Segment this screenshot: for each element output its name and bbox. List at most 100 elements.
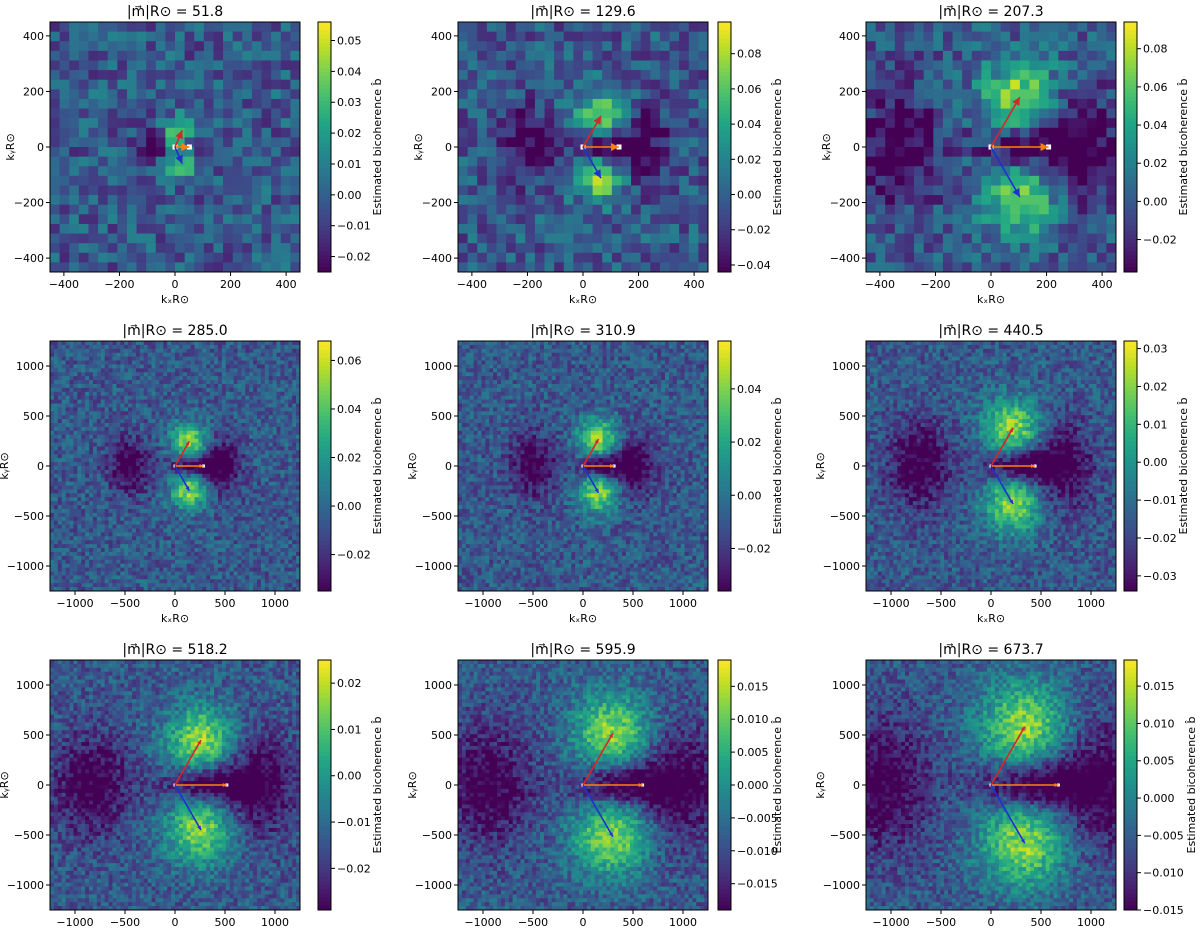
vector-m-orange	[175, 143, 190, 151]
colorbar-tick-label: 0.00	[1143, 195, 1168, 208]
colorbar-tick-label: −0.01	[1143, 494, 1177, 507]
x-tick-label: 0	[988, 597, 995, 610]
vector-k1-red	[582, 438, 600, 467]
y-axis-label: kᵧR⊙	[406, 452, 419, 479]
colorbar-label: Estimated bicoherence b̂	[371, 398, 384, 535]
x-tick-label: −1000	[872, 597, 909, 610]
y-axis-label: kᵧR⊙	[814, 771, 827, 798]
x-tick-label: −400	[49, 278, 79, 291]
colorbar-tick-label: −0.015	[1143, 904, 1184, 917]
colorbar-tick-label: 0.08	[737, 48, 762, 61]
colorbar-tick-label: 0.08	[1143, 43, 1168, 56]
colorbar-tick-label: −0.02	[337, 251, 371, 264]
panel-title: |m⃗|R⊙ = 673.7	[938, 642, 1043, 658]
x-tick-label: 0	[580, 916, 587, 929]
y-tick-label: −1000	[823, 879, 860, 892]
x-tick-label: −400	[865, 278, 895, 291]
colorbar-tick-label: 0.00	[1143, 456, 1168, 469]
heatmap	[458, 341, 709, 592]
vector-k1-red	[174, 739, 202, 786]
panel-title: |m⃗|R⊙ = 518.2	[122, 642, 227, 658]
y-axis-label: kᵧR⊙	[0, 771, 11, 798]
vector-k1-red	[174, 440, 190, 467]
x-tick-label: 500	[1031, 916, 1052, 929]
heatmap	[50, 22, 301, 273]
x-tick-label: 400	[276, 278, 297, 291]
y-tick-label: 1000	[832, 679, 860, 692]
colorbar-tick-label: 0.015	[1143, 680, 1175, 693]
colorbar-tick-label: 0.04	[337, 403, 362, 416]
colorbar-tick-label: 0.06	[1143, 81, 1168, 94]
y-tick-label: 0	[853, 460, 860, 473]
colorbar-tick-label: 0.04	[337, 65, 362, 78]
y-axis-label: kᵧR⊙	[0, 452, 11, 479]
colorbar-tick-label: 0.04	[737, 383, 762, 396]
y-tick-label: 400	[431, 30, 452, 43]
vector-k2-blue	[174, 784, 202, 831]
x-tick-label: −500	[518, 597, 548, 610]
colorbar-tick-label: 0.01	[337, 723, 362, 736]
x-axis-label: kₓR⊙	[977, 293, 1005, 306]
panel-title: |m⃗|R⊙ = 595.9	[530, 642, 635, 658]
colorbar-tick-label: 0.005	[737, 746, 769, 759]
x-tick-label: −500	[518, 916, 548, 929]
y-tick-label: 0	[37, 141, 44, 154]
colorbar-tick-label: 0.02	[737, 153, 762, 166]
x-tick-label: 500	[215, 916, 236, 929]
colorbar-tick-label: −0.04	[737, 259, 771, 272]
y-tick-label: 1000	[16, 360, 44, 373]
colorbar-label: Estimated bicoherence b̂	[371, 717, 384, 854]
y-axis-label: kᵧR⊙	[406, 771, 419, 798]
y-tick-label: −500	[14, 829, 44, 842]
panel-2: −400 −200 0 200 400 −400 −200 0 200 400 kₓR⊙ kᵧR⊙ |m…	[412, 4, 784, 306]
y-tick-label: −1000	[823, 560, 860, 573]
colorbar: 0.015 0.010 0.005 0.000 −0.005 −0.010 −0.015 Es…	[1123, 659, 1198, 917]
y-tick-label: 0	[37, 779, 44, 792]
y-tick-label: 1000	[832, 360, 860, 373]
colorbar-tick-label: −0.02	[337, 862, 371, 875]
x-tick-label: 500	[215, 597, 236, 610]
y-tick-label: −500	[14, 510, 44, 523]
vector-k2-blue	[582, 465, 600, 494]
x-tick-label: 0	[172, 278, 179, 291]
y-tick-label: −400	[830, 252, 860, 265]
heatmap	[50, 341, 301, 592]
panel-6: −1000 −500 0 500 1000 −1000 −500 0 500 1000 kₓR⊙ kᵧ…	[814, 323, 1190, 625]
colorbar-tick-label: −0.02	[1143, 532, 1177, 545]
x-tick-label: −400	[457, 278, 487, 291]
y-tick-label: 500	[23, 410, 44, 423]
colorbar: 0.05 0.04 0.03 0.02 0.01 0.00 −0.01 −0.02 Estima…	[317, 21, 384, 273]
colorbar-label: Estimated bicoherence b̂	[1177, 398, 1190, 535]
heatmap	[458, 660, 709, 911]
x-tick-label: 200	[628, 278, 649, 291]
x-tick-label: −200	[104, 278, 134, 291]
colorbar: 0.015 0.010 0.005 0.000 −0.005 −0.010 −0.015 Es…	[717, 659, 784, 911]
x-tick-label: 400	[684, 278, 705, 291]
y-tick-label: 0	[445, 779, 452, 792]
y-tick-label: −500	[830, 510, 860, 523]
vector-k2-blue	[582, 784, 614, 838]
panel-4: −1000 −500 0 500 1000 −1000 −500 0 500 1000 kₓR⊙ kᵧ…	[0, 323, 384, 625]
x-tick-label: 1000	[669, 916, 697, 929]
colorbar-tick-label: 0.00	[737, 189, 762, 202]
y-tick-label: −1000	[7, 879, 44, 892]
panel-title: |m⃗|R⊙ = 310.9	[530, 323, 635, 339]
y-tick-label: 400	[23, 30, 44, 43]
y-tick-label: −500	[422, 829, 452, 842]
colorbar-tick-label: −0.005	[737, 812, 778, 825]
colorbar: 0.03 0.02 0.01 0.00 −0.01 −0.02 −0.03 Estimated…	[1123, 340, 1190, 592]
colorbar-tick-label: 0.010	[1143, 717, 1175, 730]
y-tick-label: −500	[830, 829, 860, 842]
vector-k2-blue	[174, 465, 190, 492]
colorbar-tick-label: 0.02	[337, 452, 362, 465]
y-tick-label: −400	[14, 252, 44, 265]
y-tick-label: −500	[422, 510, 452, 523]
colorbar-tick-label: 0.06	[337, 354, 362, 367]
x-tick-label: 0	[172, 916, 179, 929]
colorbar-tick-label: 0.03	[1143, 343, 1168, 356]
y-tick-label: 400	[839, 30, 860, 43]
vector-m-orange	[583, 464, 615, 468]
colorbar-tick-label: −0.01	[337, 816, 371, 829]
